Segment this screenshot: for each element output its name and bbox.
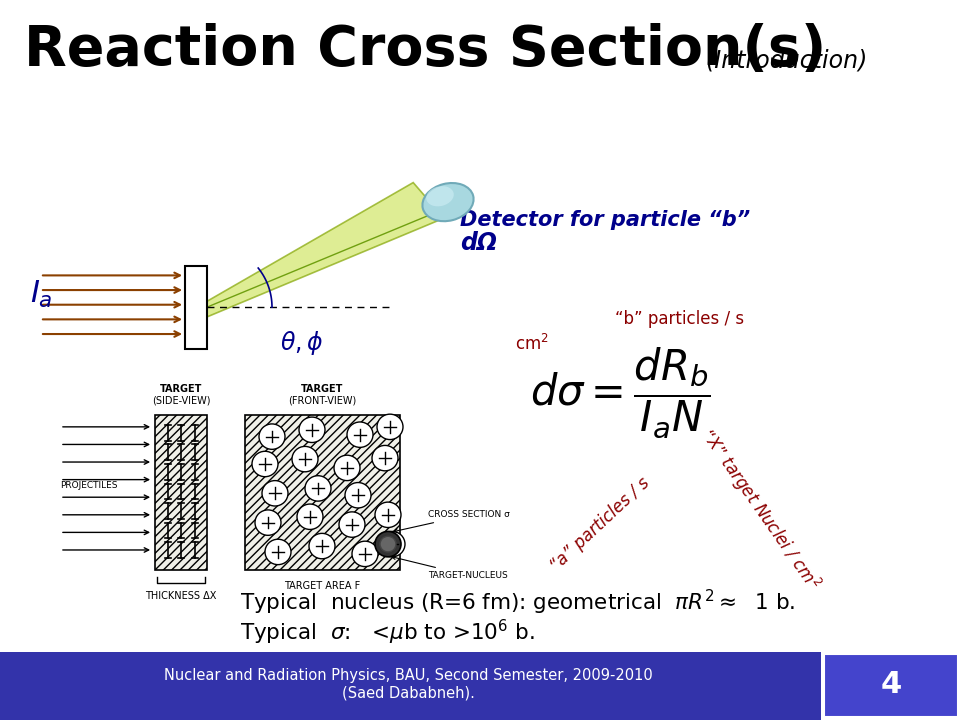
Circle shape xyxy=(352,541,378,567)
Ellipse shape xyxy=(422,183,473,221)
Circle shape xyxy=(297,504,323,529)
Bar xyxy=(824,654,958,717)
Text: (Introduction): (Introduction) xyxy=(706,48,868,73)
Circle shape xyxy=(377,414,403,439)
Text: TARGET: TARGET xyxy=(159,384,203,394)
Circle shape xyxy=(292,446,318,472)
Text: Typical  nucleus (R=6 fm): geometrical  $\pi R^2 \approx$  1 b.: Typical nucleus (R=6 fm): geometrical $\… xyxy=(240,588,795,617)
Circle shape xyxy=(372,446,398,471)
Text: 4: 4 xyxy=(880,670,901,699)
Circle shape xyxy=(375,531,401,557)
Circle shape xyxy=(309,534,335,559)
Text: “b” particles / s: “b” particles / s xyxy=(615,310,745,328)
Circle shape xyxy=(375,502,401,528)
Circle shape xyxy=(305,476,331,501)
Text: TARGET: TARGET xyxy=(301,384,344,394)
Circle shape xyxy=(265,539,291,564)
Text: dΩ: dΩ xyxy=(460,231,497,256)
Bar xyxy=(155,415,207,570)
Text: $I_a$: $I_a$ xyxy=(30,279,53,310)
Text: “X” target Nuclei / cm$^2$: “X” target Nuclei / cm$^2$ xyxy=(695,425,825,595)
Text: CROSS SECTION σ: CROSS SECTION σ xyxy=(394,510,510,533)
Text: THICKNESS ΔX: THICKNESS ΔX xyxy=(145,591,217,601)
Circle shape xyxy=(379,531,405,557)
Circle shape xyxy=(252,451,278,477)
Circle shape xyxy=(259,424,285,449)
Ellipse shape xyxy=(426,186,454,207)
Text: $d\sigma = \dfrac{dR_b}{I_a N}$: $d\sigma = \dfrac{dR_b}{I_a N}$ xyxy=(530,346,711,440)
Text: Nuclear and Radiation Physics, BAU, Second Semester, 2009-2010
(Saed Dababneh).: Nuclear and Radiation Physics, BAU, Seco… xyxy=(163,668,653,701)
Bar xyxy=(245,415,400,570)
Text: “a” particles / s: “a” particles / s xyxy=(547,474,653,575)
Circle shape xyxy=(255,510,281,536)
Text: Reaction Cross Section(s): Reaction Cross Section(s) xyxy=(24,23,827,77)
Text: PROJECTILES: PROJECTILES xyxy=(60,481,117,490)
Bar xyxy=(0,652,821,720)
Circle shape xyxy=(380,536,396,552)
Text: $\theta,\phi$: $\theta,\phi$ xyxy=(280,328,324,356)
Bar xyxy=(185,266,207,348)
Circle shape xyxy=(345,482,371,508)
Text: TARGET-NUCLEUS: TARGET-NUCLEUS xyxy=(392,556,508,580)
Circle shape xyxy=(262,481,288,506)
Circle shape xyxy=(299,417,325,443)
Text: (FRONT-VIEW): (FRONT-VIEW) xyxy=(288,395,356,405)
Text: Detector for particle “b”: Detector for particle “b” xyxy=(460,210,751,230)
Circle shape xyxy=(334,455,360,481)
Text: (SIDE-VIEW): (SIDE-VIEW) xyxy=(152,395,210,405)
Circle shape xyxy=(347,422,373,447)
Text: TARGET AREA F: TARGET AREA F xyxy=(284,581,361,591)
Text: Typical  $\sigma$:   <$\mu$b to >10$^6$ b.: Typical $\sigma$: <$\mu$b to >10$^6$ b. xyxy=(240,618,535,647)
Circle shape xyxy=(339,512,365,537)
Polygon shape xyxy=(207,183,444,317)
Text: cm$^2$: cm$^2$ xyxy=(515,334,549,354)
